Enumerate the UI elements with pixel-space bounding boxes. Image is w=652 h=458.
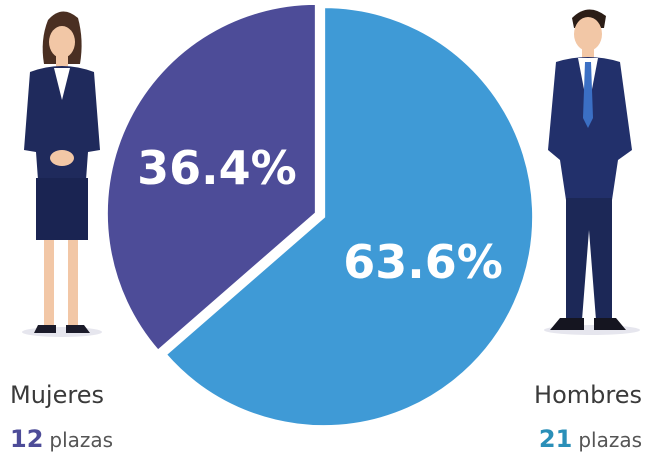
value-label: 63.6% [343,235,503,289]
count-unit: plazas [578,428,642,452]
man-illustration [544,9,640,335]
pie-labels: 63.6% 36.4% [137,141,503,289]
count-text: 21 plazas [539,425,642,453]
pie-slice [104,1,318,354]
pie [104,1,536,429]
legend-label: Mujeres [10,381,104,409]
legend-label: Hombres [534,381,642,409]
count-unit: plazas [49,428,113,452]
count: 21 [539,425,572,453]
value-label: 36.4% [137,141,297,195]
pie-slice [163,5,536,429]
count: 12 [10,425,43,453]
count-text: 12 plazas [10,425,113,453]
woman-illustration [22,11,102,337]
